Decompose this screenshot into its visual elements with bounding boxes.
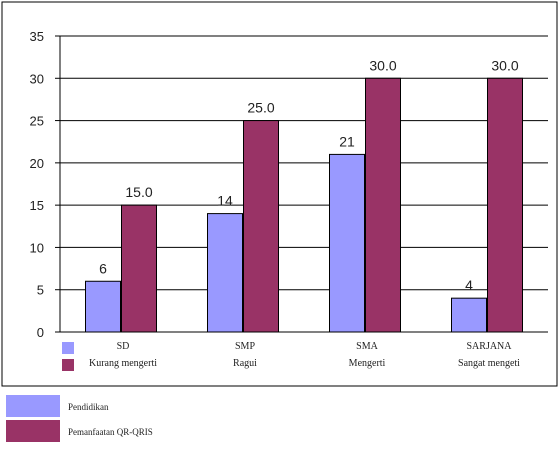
category-label: SD — [117, 341, 130, 352]
category-sublabel: Ragui — [233, 358, 257, 369]
bar — [329, 153, 365, 333]
inline-legend-swatch — [62, 359, 74, 371]
data-label: 30.0 — [491, 57, 518, 73]
data-label: 25.0 — [247, 100, 274, 116]
y-tick-label: 25 — [30, 114, 44, 129]
category-sublabel: Mengerti — [349, 358, 386, 369]
y-tick-label: 35 — [30, 29, 44, 44]
legend-swatch — [6, 420, 60, 442]
data-label: 15.0 — [125, 184, 152, 200]
y-tick-label: 15 — [30, 198, 44, 213]
bar — [85, 280, 121, 333]
data-label: 4 — [465, 277, 473, 293]
y-tick-label: 20 — [30, 156, 44, 171]
bar — [121, 204, 157, 333]
category-sublabel: Sangat mengeti — [458, 358, 520, 369]
y-tick-label: 5 — [37, 283, 44, 298]
y-tick-label: 10 — [30, 240, 44, 255]
bar — [487, 77, 523, 333]
category-label: SMA — [356, 341, 378, 352]
bar — [207, 213, 243, 333]
category-label: SARJANA — [466, 341, 512, 352]
category-label: SMP — [235, 341, 255, 352]
bar — [243, 120, 279, 333]
category-sublabel: Kurang mengerti — [89, 358, 157, 369]
bar — [451, 297, 487, 333]
data-label: 30.0 — [369, 57, 396, 73]
legend-label: Pemanfaatan QR-QRIS — [68, 427, 153, 437]
inline-legend-swatch — [62, 342, 74, 354]
legend-label: Pendidikan — [68, 402, 109, 412]
y-tick-label: 30 — [30, 71, 44, 86]
data-label: 21 — [339, 133, 355, 149]
data-label: 14 — [217, 193, 233, 209]
y-tick-label: 0 — [37, 325, 44, 340]
bar — [365, 77, 401, 333]
legend-swatch — [6, 395, 60, 417]
data-label: 6 — [99, 260, 107, 276]
